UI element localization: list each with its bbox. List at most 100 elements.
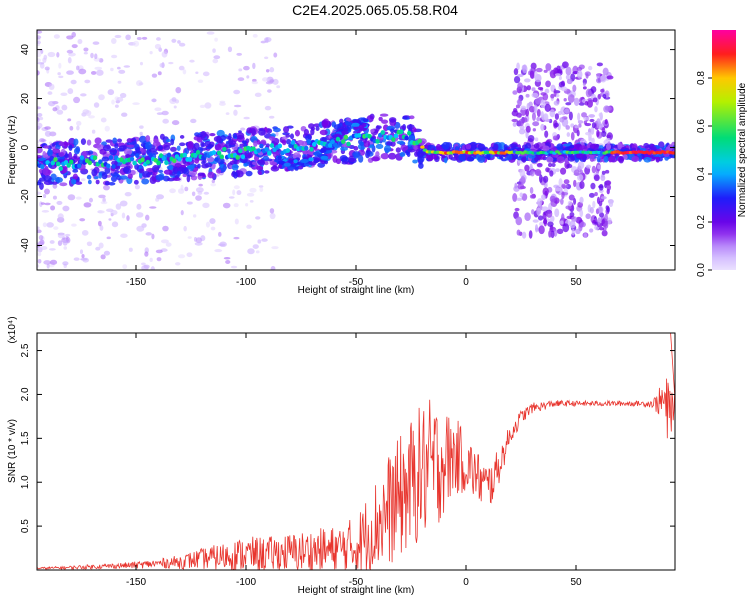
broadband-cell [524,212,531,222]
broadband-cell [557,111,562,116]
ridge-cell [412,159,418,164]
ridge-cell [127,173,133,179]
ridge-cell [68,151,73,160]
noise-cell [40,139,47,142]
broadband-cell [534,70,538,80]
noise-cell [62,205,70,212]
noise-cell [194,242,203,246]
noise-cell [264,105,272,111]
ridge-cell [428,154,434,161]
broadband-cell [601,230,608,237]
noise-cell [69,125,74,131]
branch-cell [341,130,349,135]
ridge-cell [179,142,186,147]
branch-cell [362,118,369,123]
ridge-cell [617,142,622,150]
broadband-cell [531,87,536,92]
ridge-cell [73,153,78,159]
ridge-cell [371,156,380,162]
broadband-cell [572,84,577,92]
ridge-cell [262,155,270,161]
noise-cell [67,118,72,122]
noise-cell [245,202,249,207]
broadband-cell [514,182,518,189]
broadband-cell [544,88,550,94]
ridge-cell [51,181,58,185]
noise-cell [219,102,226,106]
ridge-cell [176,145,181,151]
noise-cell [71,31,76,38]
ridge-cell [448,153,453,160]
ridge-core-cell [106,163,111,169]
noise-cell [50,205,56,211]
ridge-cell [652,154,662,158]
ridge-cell [546,156,554,163]
ridge-cell [104,181,110,186]
broadband-cell [608,200,614,208]
ridge-cell [477,143,486,151]
ridge-cell [643,156,652,163]
noise-cell [177,40,181,44]
noise-cell [66,49,74,54]
ridge-cell [42,151,47,158]
ridge-cell [345,118,352,122]
noise-cell [189,59,195,63]
noise-cell [67,57,72,64]
broadband-cell [589,118,595,123]
noise-cell [161,110,169,116]
ridge-core-cell [264,146,269,152]
noise-cell [118,69,126,74]
broadband-cell [600,74,607,83]
broadband-cell [598,206,603,214]
x-axis-label: Height of straight line (km) [298,585,415,596]
broadband-cell [575,228,581,235]
ridge-cell [424,144,429,150]
ridge-cell [43,145,50,149]
ridge-cell [133,179,139,185]
ridge-cell [386,141,393,147]
noise-cell [37,143,40,147]
noise-cell [151,73,158,78]
noise-cell [98,242,104,249]
colorbar [712,30,736,270]
ridge-core-cell [211,150,217,156]
noise-cell [195,195,202,201]
ridge-cell [407,148,416,153]
ridge-cell [301,140,308,148]
broadband-cell [558,81,565,88]
noise-cell [195,187,204,193]
broadband-cell [575,216,583,224]
broadband-cell [543,69,548,73]
noise-cell [43,260,51,265]
y-tick-label: 40 [20,44,31,56]
noise-cell [114,34,122,39]
ridge-cell [197,163,201,169]
y-tick-label: 0.5 [20,519,31,533]
broadband-cell [579,221,586,228]
noise-cell [155,249,163,254]
noise-cell [61,104,68,111]
ridge-cell [217,157,225,165]
ridge-cell [340,146,348,151]
noise-cell [233,104,242,108]
broadband-cell [590,182,596,190]
noise-cell [180,184,184,191]
noise-cell [156,37,161,41]
broadband-cell [546,209,553,218]
broadband-cell [541,206,549,212]
noise-cell [117,80,122,84]
ridge-core-cell [129,156,135,162]
ridge-cell [390,128,395,134]
broadband-cell [581,112,587,118]
noise-cell [157,71,162,76]
broadband-cell [545,63,552,71]
chart-title: C2E4.2025.065.05.58.R04 [292,2,458,18]
broadband-cell [579,180,585,190]
noise-cell [123,65,131,68]
noise-cell [227,46,233,53]
ridge-cell [315,126,320,131]
ridge-core-cell [161,155,166,161]
broadband-cell [537,215,544,221]
noise-cell [161,51,168,58]
